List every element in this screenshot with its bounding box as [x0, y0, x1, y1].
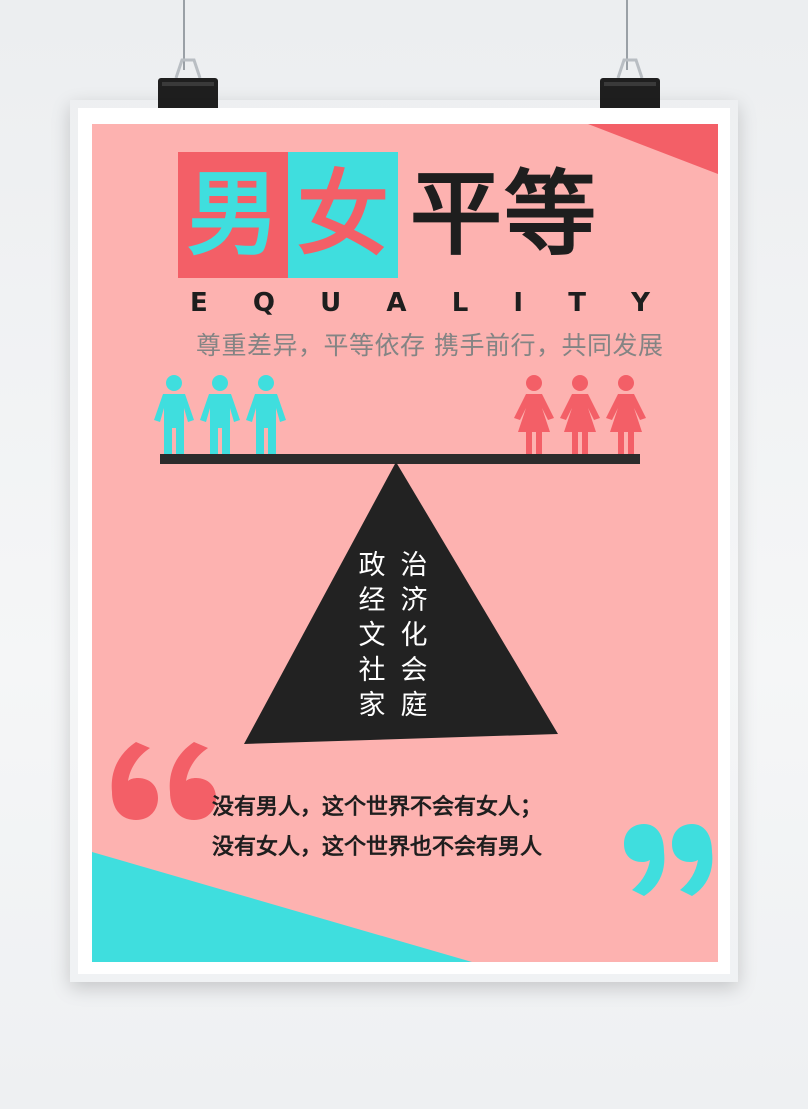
triangle-char: 社	[358, 655, 386, 686]
triangle-char: 经	[358, 585, 386, 616]
equality-subtitle: E Q U A L I T Y	[190, 288, 650, 318]
poster: 男 女 平等 E Q U A L I T Y 尊重差异，平等依存 携手前行，共同…	[92, 124, 718, 962]
balance-fulcrum-triangle	[244, 462, 558, 744]
hanging-wire-right	[626, 0, 628, 70]
triangle-char: 治	[400, 550, 428, 581]
corner-triangle-top-right	[588, 124, 718, 174]
woman-figure-icon	[606, 375, 646, 454]
quote-text: 没有男人，这个世界不会有女人； 没有女人，这个世界也不会有男人	[212, 788, 632, 868]
triangle-char: 政	[358, 550, 386, 581]
quote-line-1: 没有男人，这个世界不会有女人；	[212, 795, 543, 820]
corner-triangle-bottom-left	[92, 852, 472, 962]
quote-line-2: 没有女人，这个世界也不会有男人	[212, 835, 543, 860]
balance-beam	[160, 454, 640, 464]
title-rest: 平等	[410, 161, 599, 268]
hanging-wire-left	[183, 0, 185, 70]
subtitle-letter: Q	[252, 288, 276, 318]
triangle-char: 庭	[400, 690, 428, 721]
man-figure-icon	[246, 375, 286, 454]
binder-clip-right-icon	[600, 58, 660, 116]
binder-clip-left-icon	[158, 58, 218, 116]
title-char-male: 男	[178, 152, 288, 278]
men-group	[152, 374, 288, 454]
woman-figure-icon	[514, 375, 554, 454]
close-quote-icon	[624, 824, 713, 896]
subtitle-letter: L	[451, 288, 469, 318]
triangle-char: 家	[358, 690, 386, 721]
woman-figure-icon	[560, 375, 600, 454]
man-figure-icon	[154, 375, 194, 454]
title: 男 女 平等	[178, 152, 640, 278]
subtitle-letter: Y	[631, 288, 650, 318]
subtitle-letter: U	[320, 288, 342, 318]
subtitle-letter: E	[190, 288, 208, 318]
triangle-char: 济	[400, 585, 428, 616]
triangle-char: 文	[358, 620, 386, 651]
triangle-char: 化	[400, 620, 428, 651]
triangle-text-left-column: 政 经 文 社 家	[356, 548, 388, 723]
subtitle-letter: A	[386, 288, 407, 318]
man-figure-icon	[200, 375, 240, 454]
slogan: 尊重差异，平等依存 携手前行，共同发展	[196, 331, 664, 360]
subtitle-letter: T	[568, 288, 586, 318]
subtitle-letter: I	[513, 288, 524, 318]
triangle-char: 会	[400, 655, 428, 686]
women-group	[512, 374, 648, 454]
open-quote-icon	[111, 742, 216, 820]
title-char-female: 女	[288, 152, 398, 278]
triangle-text-right-column: 治 济 化 会 庭	[398, 548, 430, 723]
